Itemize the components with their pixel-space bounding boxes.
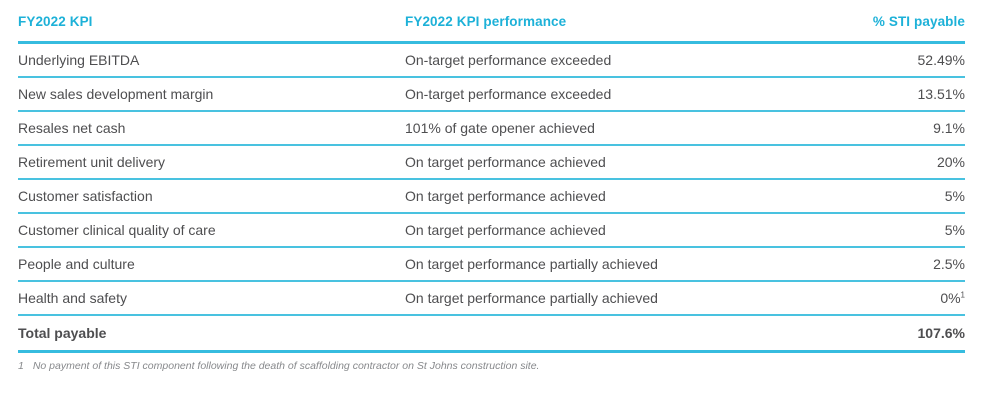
table-row: Retirement unit delivery On target perfo… [18,145,965,180]
payable-cell: 5% [785,179,965,214]
payable-cell: 0%1 [785,281,965,316]
total-label-cell: Total payable [18,315,405,353]
column-header-kpi: FY2022 KPI [18,14,405,44]
column-header-performance: FY2022 KPI performance [405,14,785,44]
payable-cell: 9.1% [785,111,965,146]
table-row: People and culture On target performance… [18,247,965,282]
footnote: 1 No payment of this STI component follo… [18,360,965,373]
payable-value: 0% [940,290,961,306]
total-row: Total payable 107.6% [18,315,965,353]
table-row: Customer satisfaction On target performa… [18,179,965,214]
kpi-cell: New sales development margin [18,77,405,112]
performance-cell: On-target performance exceeded [405,42,785,78]
kpi-cell: Underlying EBITDA [18,42,405,78]
table-row: Customer clinical quality of care On tar… [18,213,965,248]
column-header-payable: % STI payable [785,14,965,44]
footnote-marker: 1 [18,360,24,372]
kpi-cell: Customer satisfaction [18,179,405,214]
sti-kpi-report: FY2022 KPI FY2022 KPI performance % STI … [18,14,965,373]
kpi-cell: Customer clinical quality of care [18,213,405,248]
kpi-cell: Resales net cash [18,111,405,146]
table-row: Health and safety On target performance … [18,281,965,316]
kpi-performance-table: FY2022 KPI FY2022 KPI performance % STI … [18,14,965,353]
performance-cell: On target performance achieved [405,213,785,248]
kpi-cell: People and culture [18,247,405,282]
payable-cell: 13.51% [785,77,965,112]
performance-cell: On target performance achieved [405,179,785,214]
table-row: New sales development margin On-target p… [18,77,965,112]
payable-cell: 2.5% [785,247,965,282]
payable-cell: 20% [785,145,965,180]
table-row: Underlying EBITDA On-target performance … [18,42,965,78]
kpi-cell: Health and safety [18,281,405,316]
performance-cell: On target performance achieved [405,145,785,180]
performance-cell: 101% of gate opener achieved [405,111,785,146]
total-payable-cell: 107.6% [785,315,965,353]
payable-cell: 5% [785,213,965,248]
performance-cell: On target performance partially achieved [405,281,785,316]
total-spacer-cell [405,315,785,353]
kpi-cell: Retirement unit delivery [18,145,405,180]
performance-cell: On target performance partially achieved [405,247,785,282]
footnote-marker-superscript: 1 [960,290,965,300]
table-row: Resales net cash 101% of gate opener ach… [18,111,965,146]
footnote-text: No payment of this STI component followi… [32,360,540,372]
performance-cell: On-target performance exceeded [405,77,785,112]
payable-cell: 52.49% [785,42,965,78]
table-header-row: FY2022 KPI FY2022 KPI performance % STI … [18,14,965,44]
